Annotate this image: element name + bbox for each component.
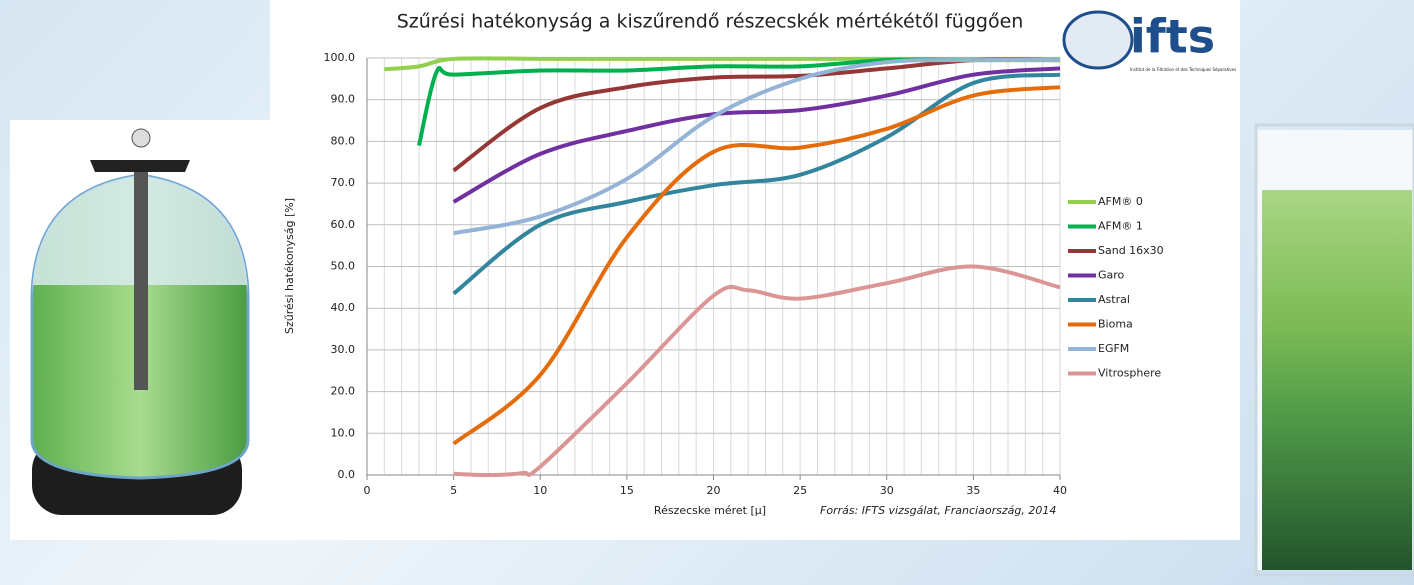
y-tick-label: 90.0: [331, 93, 356, 106]
x-tick-label: 40: [1053, 484, 1067, 497]
chart-panel: [270, 0, 1240, 540]
x-tick-label: 30: [880, 484, 894, 497]
x-tick-label: 20: [707, 484, 721, 497]
x-tick-label: 35: [966, 484, 980, 497]
y-axis-label: Szűrési hatékonyság [%]: [283, 198, 296, 334]
x-tick-label: 0: [364, 484, 371, 497]
logo-subtitle: Institut de la Filtration et des Techniq…: [1130, 67, 1236, 72]
x-tick-label: 5: [450, 484, 457, 497]
y-tick-label: 70.0: [331, 176, 356, 189]
legend-label: AFM® 0: [1098, 195, 1143, 208]
y-tick-label: 80.0: [331, 134, 356, 147]
y-tick-label: 0.0: [338, 468, 356, 481]
chart: ifts Institut de la Filtration et des Te…: [0, 0, 1414, 585]
x-tick-label: 10: [533, 484, 547, 497]
legend-label: Astral: [1098, 293, 1130, 306]
y-tick-label: 50.0: [331, 260, 356, 273]
legend-label: EGFM: [1098, 342, 1129, 355]
x-tick-label: 25: [793, 484, 807, 497]
y-tick-label: 30.0: [331, 343, 356, 356]
legend-label: Garo: [1098, 269, 1125, 282]
x-tick-label: 15: [620, 484, 634, 497]
legend-label: Sand 16x30: [1098, 244, 1164, 257]
page: {"chart_data": {"type": "line", "title":…: [0, 0, 1414, 585]
y-tick-label: 40.0: [331, 301, 356, 314]
y-tick-label: 10.0: [331, 426, 356, 439]
y-tick-label: 100.0: [324, 51, 356, 64]
source-note: Forrás: IFTS vizsgálat, Franciaország, 2…: [820, 504, 1056, 517]
legend-label: Bioma: [1098, 318, 1133, 331]
logo-text: ifts: [1130, 10, 1215, 64]
tank-photo: [10, 120, 275, 540]
legend-label: Vitrosphere: [1098, 367, 1161, 380]
legend-label: AFM® 1: [1098, 220, 1143, 233]
x-axis-label: Részecske méret [μ]: [654, 504, 766, 517]
logo: ifts Institut de la Filtration et des Te…: [1064, 10, 1236, 73]
y-tick-label: 20.0: [331, 385, 356, 398]
cylinder-photo: [1255, 125, 1414, 575]
y-tick-label: 60.0: [331, 218, 356, 231]
chart-title: Szűrési hatékonyság a kiszűrendő részecs…: [397, 11, 1024, 33]
